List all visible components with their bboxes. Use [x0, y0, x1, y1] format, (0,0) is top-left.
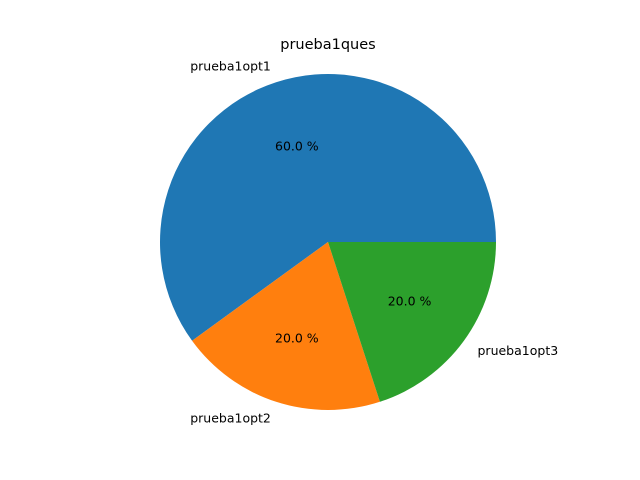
pie-labels: prueba1opt1 60.0 % prueba1opt2 20.0 % prueba…: [190, 59, 558, 426]
slice-percent-2: 20.0 %: [275, 330, 319, 345]
slice-label-3: prueba1opt3: [478, 343, 559, 358]
slice-label-2: prueba1opt2: [190, 410, 271, 425]
pie-slices: [159, 73, 496, 410]
chart-title: prueba1ques: [280, 37, 375, 53]
pie-slice-1: [159, 73, 496, 341]
pie-slice-3: [328, 242, 496, 402]
slice-percent-1: 60.0 %: [275, 139, 319, 154]
slice-percent-3: 20.0 %: [388, 294, 432, 309]
pie-slice-2: [192, 242, 380, 410]
slice-label-1: prueba1opt1: [190, 59, 271, 74]
